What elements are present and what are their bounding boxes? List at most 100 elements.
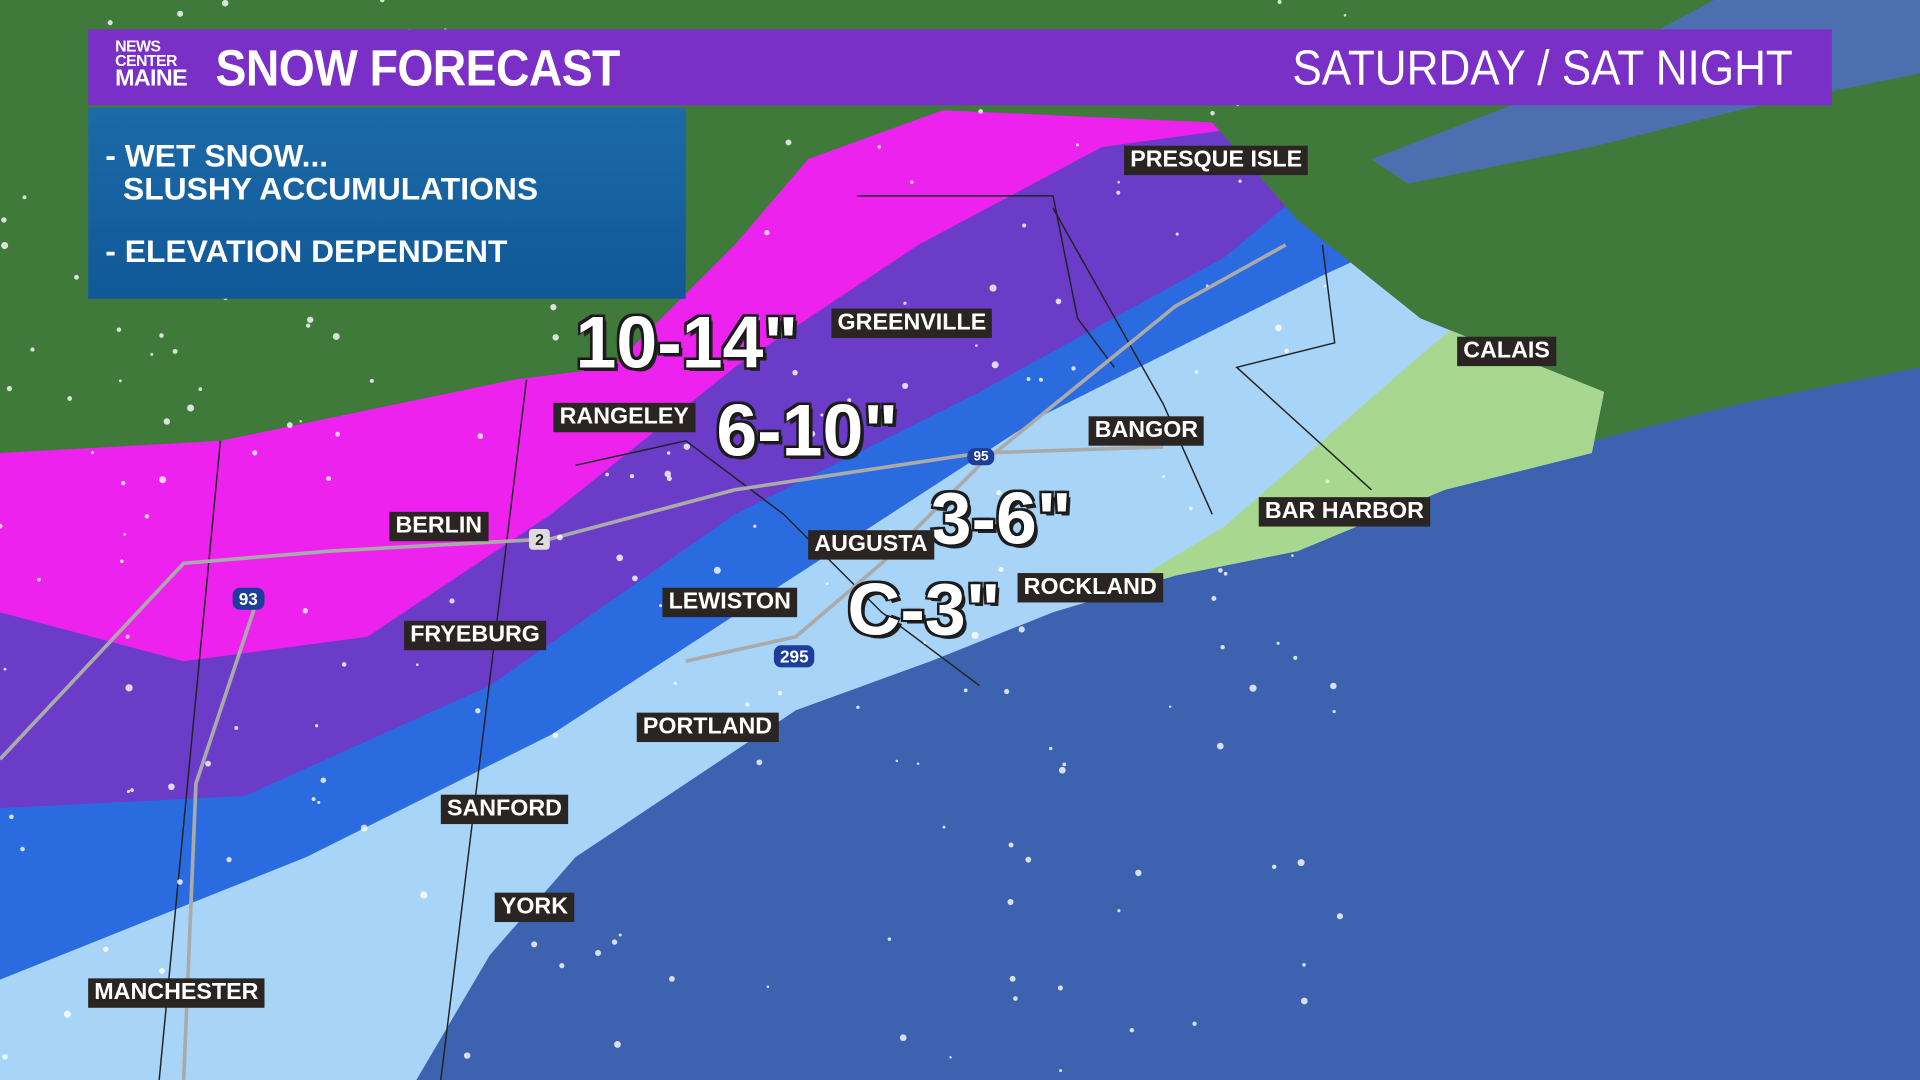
snowflake (9, 814, 14, 820)
snowflake (1004, 688, 1010, 695)
snowflake (360, 824, 368, 832)
snowflake (302, 608, 309, 614)
snowflake (20, 846, 25, 852)
snowflake (1323, 284, 1327, 288)
news-center-maine-logo: NEWS CENTER MAINE (115, 36, 188, 92)
note-item: - ELEVATION DEPENDENT (105, 232, 508, 270)
snowflake (552, 732, 559, 739)
snowflake (125, 634, 130, 639)
snowflake (1025, 856, 1032, 863)
city-label: LEWISTON (662, 587, 798, 618)
snowflake (877, 145, 882, 149)
snowflake (1018, 626, 1025, 633)
snowflake (1223, 571, 1228, 576)
snowflake (159, 333, 164, 338)
snowflake (463, 1052, 471, 1059)
snowflake (826, 582, 829, 585)
city-label: RANGELEY (553, 402, 695, 433)
snowflake (764, 229, 770, 236)
snowflake (975, 344, 978, 347)
snowflake (963, 688, 968, 693)
snowflake (123, 533, 127, 536)
snowflake (1249, 684, 1257, 692)
snowflake (991, 361, 999, 369)
snowflake (74, 274, 79, 280)
snowflake (944, 600, 952, 607)
snowflake (1216, 742, 1224, 750)
snowflake (1192, 1021, 1197, 1026)
snowflake (90, 451, 94, 455)
snowflake (6, 385, 13, 392)
snowflake (1302, 963, 1306, 967)
interstate-93-shield-icon: 93 (232, 587, 264, 610)
city-label: ROCKLAND (1017, 573, 1163, 603)
snowflake (307, 316, 314, 323)
snowflake (121, 481, 126, 486)
city-label: GREENVILLE (831, 308, 993, 338)
city-label: BAR HARBOR (1258, 497, 1430, 527)
snowflake (996, 490, 1002, 496)
page-title: SNOW FORECAST (215, 39, 621, 97)
interstate-95-shield-icon: 95 (967, 448, 995, 466)
snowflake (683, 443, 690, 450)
snowflake (1038, 377, 1044, 382)
snowflake (792, 369, 798, 376)
city-label: PRESQUE ISLE (1124, 145, 1309, 176)
snowflake (1168, 705, 1172, 709)
snowflake (475, 708, 481, 714)
snowflake (1291, 554, 1294, 557)
snowflake (910, 180, 914, 184)
snowflake (1271, 864, 1277, 870)
snowflake (177, 879, 183, 885)
snowflake (1007, 899, 1014, 906)
snowflake (299, 419, 302, 423)
snowflake (998, 566, 1004, 572)
snowflake (1275, 324, 1282, 332)
snowflake (1135, 869, 1142, 877)
snowflake (820, 413, 824, 417)
snowflake (899, 1034, 907, 1042)
snowflake (556, 534, 563, 541)
snowflake (234, 725, 239, 730)
snowflake (1008, 842, 1014, 848)
snowflake (1059, 1069, 1063, 1073)
snowflake (341, 662, 347, 667)
snowflake (187, 404, 195, 412)
route-2-shield-icon: 2 (528, 528, 551, 550)
snowflake (286, 422, 293, 428)
notes-panel: - WET SNOW... SLUSHY ACCUMULATIONS - ELE… (88, 107, 686, 299)
snowflake (3, 667, 7, 671)
snowflake (949, 1056, 952, 1059)
snowflake (777, 690, 783, 696)
snowflake (978, 109, 984, 114)
snowflake (1013, 996, 1018, 1001)
amount-label-6-10: 6-10" (716, 389, 899, 472)
snowflake (0, 523, 3, 529)
snowflake (1238, 179, 1242, 183)
snowflake (847, 398, 852, 403)
snowflake (616, 554, 624, 562)
snowflake (1026, 377, 1031, 381)
snowflake (126, 789, 130, 794)
snowflake (1, 217, 7, 223)
snowflake (785, 139, 792, 146)
snowflake (449, 598, 455, 604)
snowflake (856, 705, 860, 709)
snowflake (916, 762, 920, 766)
snowflake (1057, 985, 1064, 991)
snowflake (1071, 366, 1076, 371)
snowflake (320, 777, 327, 784)
snowflake (1276, 641, 1280, 645)
snowflake (1300, 997, 1308, 1005)
snowflake (226, 857, 232, 863)
snowflake (116, 327, 122, 332)
snowflake (252, 450, 258, 456)
snowflake (1218, 568, 1223, 573)
logo-line: MAINE (115, 66, 188, 92)
snowflake (1129, 1027, 1135, 1033)
logo-line: CENTER (115, 51, 177, 70)
snowflake (1048, 746, 1053, 751)
logo-line: NEWS (115, 36, 161, 56)
snowflake (1, 242, 9, 250)
amount-label-3-6: 3-6" (930, 477, 1072, 560)
